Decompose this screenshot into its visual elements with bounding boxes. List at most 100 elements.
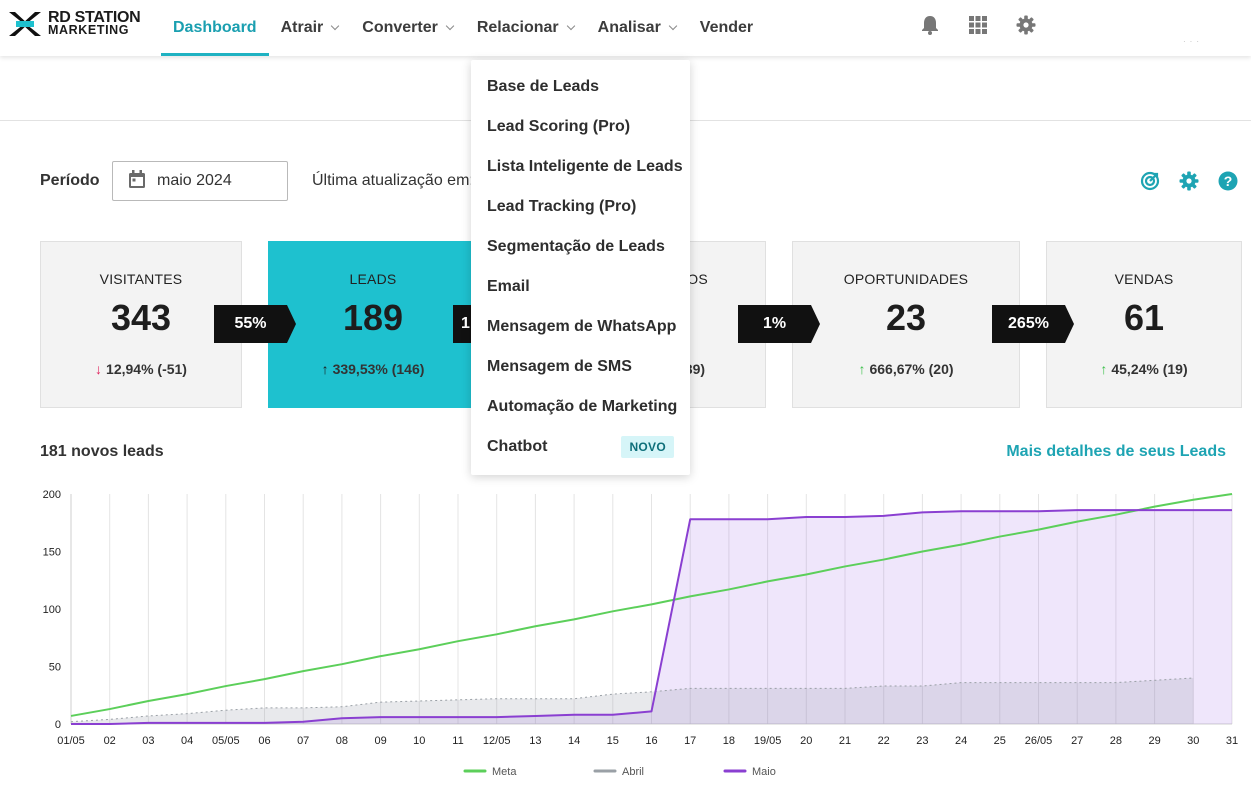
metric-card-visitantes[interactable]: VISITANTES 343 ↓ 12,94% (-51): [40, 241, 242, 408]
menu-item-lead-tracking[interactable]: Lead Tracking (Pro): [471, 187, 690, 227]
menu-item-label: Mensagem de WhatsApp: [487, 318, 677, 335]
x-tick-label: 02: [104, 735, 116, 747]
metric-value: 23: [885, 297, 927, 338]
x-tick-label: 11: [452, 735, 463, 747]
top-navigation-bar: RD STATION MARKETING Dashboard Atrair Co…: [0, 0, 1251, 56]
menu-item-segmentacao[interactable]: Segmentação de Leads: [471, 227, 690, 267]
x-tick-label: 14: [568, 735, 580, 747]
abril-area: [71, 678, 1194, 724]
maio-line: [71, 509, 1232, 725]
menu-item-sms[interactable]: Mensagem de SMS: [471, 347, 690, 387]
logo-mark-icon: [8, 9, 42, 39]
conversion-rate-tag: 1%: [738, 305, 820, 343]
nav-label: Atrair: [280, 19, 324, 36]
menu-item-label: Lista Inteligente de Leads: [487, 158, 683, 175]
x-tick-label: 01/05: [57, 735, 85, 747]
last-update-text: Última atualização em:: [312, 172, 474, 189]
metric-change: 12,94% (-51): [106, 361, 187, 377]
metric-value: 343: [110, 297, 172, 338]
bell-icon[interactable]: [918, 13, 942, 37]
metric-value: 61: [1123, 297, 1165, 338]
x-tick-label: 05/05: [212, 735, 240, 747]
arrow-up-icon: ↑: [321, 361, 329, 377]
arrow-up-icon: ↑: [1100, 361, 1108, 377]
metric-card-leads[interactable]: LEADS 189 ↑ 339,53% (146): [268, 241, 478, 408]
metric-title: VENDAS: [1114, 271, 1174, 287]
x-tick-label: 25: [994, 735, 1006, 747]
x-tick-label: 12/05: [483, 735, 511, 747]
period-label: Período: [40, 172, 100, 189]
x-tick-label: 10: [413, 735, 425, 747]
menu-item-base-de-leads[interactable]: Base de Leads: [471, 67, 690, 107]
menu-item-whatsapp[interactable]: Mensagem de WhatsApp: [471, 307, 690, 347]
nav-vender[interactable]: Vender: [688, 0, 765, 56]
y-tick-label: 100: [43, 604, 61, 616]
nav-converter[interactable]: Converter: [350, 0, 465, 56]
settings-gear-icon[interactable]: [1178, 170, 1200, 192]
nav-analisar[interactable]: Analisar: [586, 0, 688, 56]
x-tick-label: 30: [1187, 735, 1199, 747]
main-nav: Dashboard Atrair Converter Relacionar An…: [161, 0, 765, 56]
new-badge: NOVO: [621, 436, 674, 458]
apps-grid-icon[interactable]: [966, 13, 990, 37]
x-tick-label: 15: [607, 735, 619, 747]
chevron-down-icon: [445, 21, 455, 31]
metric-value: 189: [342, 297, 404, 338]
legend-label: Meta: [492, 766, 517, 778]
gear-icon[interactable]: [1014, 13, 1038, 37]
menu-item-chatbot[interactable]: Chatbot NOVO: [471, 427, 690, 467]
menu-item-lead-scoring[interactable]: Lead Scoring (Pro): [471, 107, 690, 147]
x-tick-label: 07: [297, 735, 309, 747]
nav-atrair[interactable]: Atrair: [269, 0, 351, 56]
more-details-link[interactable]: Mais detalhes de seus Leads: [1006, 443, 1226, 460]
help-icon[interactable]: ?: [1217, 170, 1239, 192]
x-tick-label: 21: [839, 735, 851, 747]
nav-dashboard[interactable]: Dashboard: [161, 0, 269, 56]
logo-line-2: MARKETING: [48, 23, 130, 37]
conversion-rate-tag: 55%: [214, 305, 296, 343]
x-tick-label: 06: [258, 735, 270, 747]
x-tick-label: 26/05: [1025, 735, 1053, 747]
metric-card-oportunidades[interactable]: OPORTUNIDADES 23 ↑ 666,67% (20): [792, 241, 1020, 408]
metric-card-vendas[interactable]: VENDAS 61 ↑ 45,24% (19): [1046, 241, 1242, 408]
x-tick-label: 16: [645, 735, 657, 747]
chevron-down-icon: [566, 21, 575, 31]
period-selector[interactable]: maio 2024: [112, 161, 288, 201]
target-icon[interactable]: [1139, 170, 1161, 192]
menu-item-label: Lead Tracking (Pro): [487, 198, 637, 215]
menu-item-label: Email: [487, 278, 530, 295]
leads-line-chart: 0 50 100 150 200 01/05 02 03 04 05/05 06 07 08 09 10 11…: [43, 489, 1238, 778]
y-tick-label: 200: [43, 489, 61, 501]
nav-label: Analisar: [597, 19, 661, 36]
menu-item-lista-inteligente[interactable]: Lista Inteligente de Leads: [471, 147, 690, 187]
x-tick-label: 24: [955, 735, 967, 747]
legend-label: Maio: [752, 766, 776, 778]
nav-label: Relacionar: [476, 19, 559, 36]
menu-item-label: Lead Scoring (Pro): [487, 118, 631, 135]
metric-change: 339,53% (146): [332, 361, 425, 377]
svg-text:?: ?: [1224, 173, 1233, 189]
nav-label: Converter: [362, 19, 438, 36]
x-tick-label: 08: [336, 735, 348, 747]
legend-label: Abril: [622, 766, 644, 778]
meta-line: [70, 493, 1233, 717]
x-tick-label: 17: [684, 735, 696, 747]
chevron-down-icon: [331, 21, 340, 31]
x-tick-label: 03: [142, 735, 154, 747]
menu-item-label: Base de Leads: [487, 78, 600, 95]
nav-label: Dashboard: [173, 19, 257, 36]
menu-item-label: Chatbot: [487, 438, 548, 455]
metric-change: 666,67% (20): [869, 361, 954, 377]
y-tick-label: 50: [49, 662, 61, 674]
rd-station-logo[interactable]: RD STATION MARKETING: [8, 9, 141, 39]
conversion-rate-tag: 265%: [992, 305, 1074, 343]
nav-relacionar[interactable]: Relacionar: [465, 0, 586, 56]
y-tick-label: 150: [43, 547, 61, 559]
nav-label: Vender: [699, 19, 754, 36]
menu-item-automacao[interactable]: Automação de Marketing: [471, 387, 690, 427]
x-tick-label: 04: [181, 735, 193, 747]
maio-area: [71, 510, 1232, 724]
calendar-icon: [129, 169, 145, 193]
metric-change: 45,24% (19): [1111, 361, 1188, 377]
menu-item-email[interactable]: Email: [471, 267, 690, 307]
